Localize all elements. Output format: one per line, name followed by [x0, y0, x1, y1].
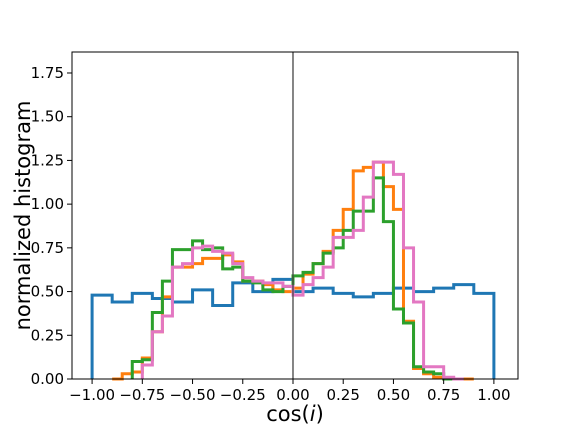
x-tick-label: 1.00 [477, 386, 510, 404]
x-tick-label: 0.25 [327, 386, 360, 404]
x-tick-label: −0.25 [220, 386, 266, 404]
y-tick-label: 0.25 [31, 326, 64, 344]
x-axis-label: cos(i) [266, 402, 324, 426]
x-tick-label: −1.00 [69, 386, 115, 404]
y-tick-label: 0.50 [31, 283, 64, 301]
x-axis-ticks: −1.00 −0.75 −0.50 −0.25 0.00 0.25 0.50 0.75 1.00 [69, 379, 511, 404]
y-tick-label: 0.75 [31, 239, 64, 257]
y-tick-label: 1.75 [31, 64, 64, 82]
y-tick-label: 0.00 [31, 370, 64, 388]
y-axis-label: normalized histogram [11, 101, 35, 331]
y-tick-label: 1.25 [31, 151, 64, 169]
x-tick-label: 0.00 [276, 386, 309, 404]
x-tick-label: 0.50 [377, 386, 410, 404]
x-tick-label: 0.75 [427, 386, 460, 404]
y-tick-label: 1.00 [31, 195, 64, 213]
histogram-series-4 [140, 160, 464, 381]
y-tick-label: 1.50 [31, 108, 64, 126]
x-tick-label: −0.75 [119, 386, 165, 404]
plot-frame [71, 51, 519, 380]
x-tick-label: −0.50 [170, 386, 216, 404]
y-axis-ticks: 0.00 0.25 0.50 0.75 1.00 1.25 1.50 1.75 [31, 64, 72, 388]
